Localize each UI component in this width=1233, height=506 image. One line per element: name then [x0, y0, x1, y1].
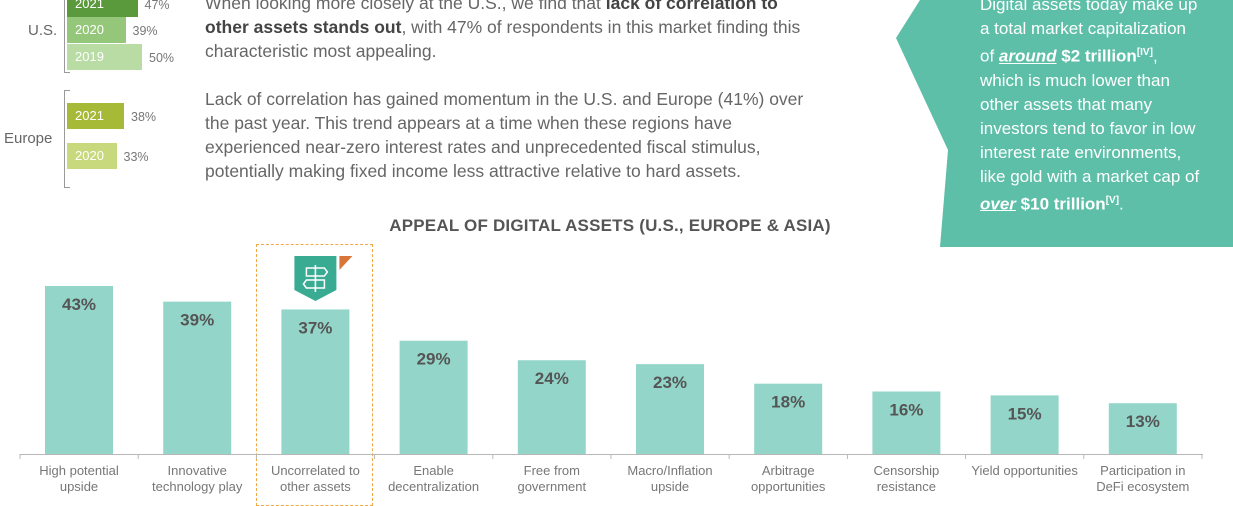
bar-value-label: 23%: [653, 373, 687, 392]
category-label-line: Enable: [413, 463, 454, 478]
mini-bar-value: 47%: [144, 0, 170, 12]
chart-bar: [872, 391, 941, 454]
category-label-line: Censorship: [873, 463, 940, 478]
bar-value-label: 24%: [535, 369, 569, 388]
paragraph-1: When looking more closely at the U.S., w…: [205, 0, 801, 61]
category-label-line: upside: [59, 479, 99, 494]
signpost-icon: [294, 256, 353, 301]
para2-line: potentially making fixed income less att…: [205, 161, 741, 181]
bar-value-label: 18%: [771, 393, 805, 412]
region-bracket: [64, 0, 65, 72]
bar-value-label: 13%: [1126, 412, 1160, 431]
mini-bar-year: 2021: [75, 108, 104, 123]
mini-bar-year: 2020: [75, 22, 104, 37]
para2-line: Lack of correlation has gained momentum …: [205, 89, 804, 109]
category-label-line: Macro/Inflation: [627, 463, 713, 478]
category-label-line: Yield opportunities: [971, 463, 1078, 478]
mini-bar-value: 33%: [123, 150, 149, 164]
chart-bar: [754, 383, 823, 454]
category-label: Innovative technology play: [141, 463, 253, 495]
bar-value-label: 15%: [1008, 404, 1042, 423]
mini-bar: 2020 33%: [67, 143, 149, 169]
category-label-line: Free from: [523, 463, 580, 478]
bar-value-label: 39%: [180, 311, 214, 330]
chart-bar: [163, 301, 232, 454]
mini-bar-year: 2019: [75, 49, 104, 64]
mini-bar-year: 2021: [75, 0, 104, 11]
bracket-tick: [64, 90, 70, 91]
main-bar-chart: 43% 39% 37% 29% 24% 23% 18% 16% 15% 13%: [19, 256, 1203, 459]
category-label-line: government: [517, 479, 587, 494]
chart-title: APPEAL OF DIGITAL ASSETS (U.S., EUROPE &…: [389, 216, 831, 235]
bar-value-label: 16%: [889, 400, 923, 419]
category-label: Yield opportunities: [969, 463, 1081, 479]
category-label: Macro/Inflation upside: [614, 463, 726, 495]
mini-bar: 2021 38%: [67, 103, 156, 129]
category-label: Free from government: [496, 463, 608, 495]
chart-bar: [1108, 403, 1177, 454]
bar-value-label: 43%: [62, 295, 96, 314]
mini-bar-year: 2020: [75, 148, 104, 163]
mini-bar-value: 38%: [131, 110, 157, 124]
category-label-line: opportunities: [750, 479, 826, 494]
category-label-line: resistance: [876, 479, 937, 494]
chart-bar: [517, 360, 586, 454]
bracket-tick: [64, 72, 70, 73]
category-label-line: Participation in: [1100, 463, 1186, 478]
bar-value-label: 29%: [417, 350, 451, 369]
para2-line: experienced near-zero interest rates and…: [205, 137, 761, 157]
chart-bar: [399, 340, 468, 454]
region-label: U.S.: [28, 22, 58, 39]
paragraph-2: Lack of correlation has gained momentum …: [205, 87, 865, 183]
category-label-line: technology play: [152, 479, 243, 494]
callout-text: Digital assets today make up a total mar…: [980, 0, 1200, 214]
category-label-line: Innovative: [167, 463, 227, 478]
category-label-line: DeFi ecosystem: [1096, 479, 1190, 494]
category-label-line: decentralization: [388, 479, 480, 494]
category-label-line: Arbitrage: [761, 463, 815, 478]
bar-value-label: 37%: [298, 318, 332, 337]
mini-bar: 2021 47%: [67, 0, 170, 17]
category-label: Participation in DeFi ecosystem: [1087, 463, 1199, 495]
category-label: Censorship resistance: [850, 463, 962, 495]
category-label-line: other assets: [279, 479, 351, 494]
category-label: Enable decentralization: [378, 463, 490, 495]
bracket-tick: [64, 187, 70, 188]
category-label: Uncorrelated to other assets: [259, 463, 371, 495]
category-label-line: upside: [650, 479, 690, 494]
category-label-line: High potential: [39, 463, 119, 478]
mini-bar-value: 39%: [132, 24, 158, 38]
region-label: Europe: [4, 130, 53, 147]
chart-bar: [281, 309, 350, 454]
callout-shape: [896, 0, 1233, 247]
chart-bar: [990, 395, 1059, 454]
mini-bar: 2019 50%: [67, 44, 174, 70]
category-label: Arbitrage opportunities: [732, 463, 844, 495]
mini-bar: 2020 39%: [67, 17, 158, 43]
category-label-line: Uncorrelated to: [270, 463, 360, 478]
category-label: High potential upside: [23, 463, 135, 495]
mini-bar-value: 50%: [149, 51, 175, 65]
region-bracket: [64, 90, 65, 187]
chart-bar: [45, 286, 113, 454]
para2-line: the past year. This trend appears at a t…: [205, 113, 732, 133]
chart-bar: [636, 364, 704, 454]
